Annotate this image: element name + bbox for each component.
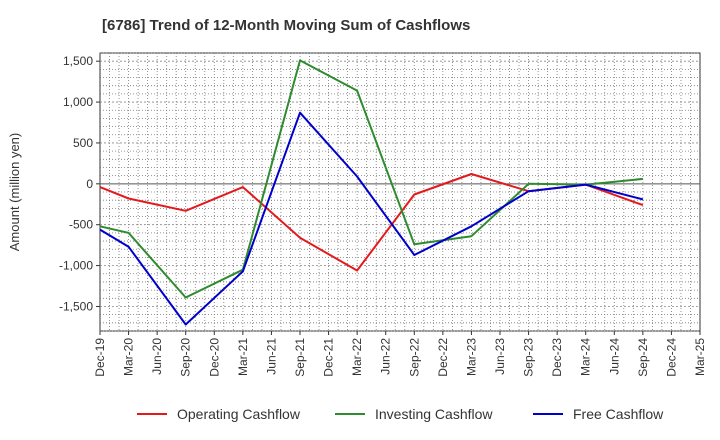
x-tick-label: Jun-21 [264, 338, 278, 375]
x-tick-label: Sep-20 [179, 338, 193, 377]
legend-label-free-cashflow: Free Cashflow [573, 406, 664, 422]
y-tick-label: 500 [73, 136, 93, 150]
grid [99, 52, 701, 332]
chart-title: [6786] Trend of 12-Month Moving Sum of C… [102, 17, 470, 34]
x-tick-label: Jun-22 [379, 338, 393, 375]
x-tick-label: Jun-23 [493, 338, 507, 375]
legend: Operating Cashflow Investing Cashflow Free… [137, 406, 664, 422]
x-tick-label: Sep-24 [636, 338, 650, 377]
x-tick-label: Dec-23 [550, 338, 564, 377]
x-tick-label: Sep-23 [522, 338, 536, 377]
x-tick-label: Sep-21 [293, 338, 307, 377]
y-tick-label: 1,500 [63, 54, 93, 68]
x-tick-label: Mar-25 [693, 338, 707, 376]
x-tick-label: Mar-24 [579, 338, 593, 376]
x-tick-label: Mar-21 [236, 338, 250, 376]
x-tick-label: Dec-22 [436, 338, 450, 377]
series-lines [99, 59, 644, 326]
axes: 1,500 1,000 500 0 -500 -1,000 -1,500 Dec-19 Mar-… [59, 54, 707, 377]
y-tick-label: -1,500 [59, 299, 93, 313]
x-tick-label: Dec-19 [93, 338, 107, 377]
x-tick-label: Mar-20 [122, 338, 136, 376]
y-tick-label: -500 [69, 218, 93, 232]
y-tick-label: 1,000 [63, 95, 93, 109]
y-axis-label: Amount (million yen) [7, 133, 22, 252]
legend-label-investing-cashflow: Investing Cashflow [375, 406, 493, 422]
x-tick-label: Dec-24 [664, 338, 678, 377]
y-tick-label: 0 [86, 177, 93, 191]
x-tick-label: Mar-23 [464, 338, 478, 376]
series-line-investing-cashflow [99, 59, 643, 299]
legend-label-operating-cashflow: Operating Cashflow [177, 406, 301, 422]
x-tick-label: Dec-20 [207, 338, 221, 377]
x-tick-label: Dec-21 [322, 338, 336, 377]
series-line-free-cashflow [99, 111, 644, 326]
y-tick-label: -1,000 [59, 259, 93, 273]
x-tick-label: Jun-24 [607, 338, 621, 375]
x-tick-label: Mar-22 [350, 338, 364, 376]
x-tick-label: Sep-22 [407, 338, 421, 377]
x-tick-label: Jun-20 [150, 338, 164, 375]
